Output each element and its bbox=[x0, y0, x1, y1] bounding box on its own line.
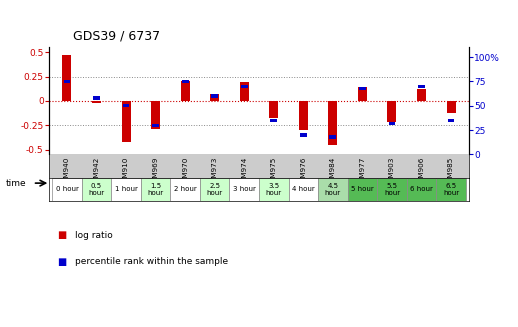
Text: GSM970: GSM970 bbox=[182, 156, 188, 187]
Bar bbox=[181, 81, 190, 101]
Bar bbox=[141, 178, 170, 201]
Bar bbox=[151, 101, 160, 129]
Text: log ratio: log ratio bbox=[75, 231, 113, 240]
Text: 3 hour: 3 hour bbox=[233, 186, 256, 192]
Text: 0 hour: 0 hour bbox=[55, 186, 78, 192]
Bar bbox=[299, 101, 308, 130]
Bar bbox=[63, 55, 71, 101]
Text: GSM940: GSM940 bbox=[64, 156, 70, 187]
Text: percentile rank within the sample: percentile rank within the sample bbox=[75, 257, 228, 266]
Bar bbox=[417, 89, 426, 101]
Text: GSM976: GSM976 bbox=[300, 156, 306, 187]
Bar bbox=[388, 122, 395, 125]
Bar bbox=[170, 178, 200, 201]
Bar bbox=[52, 178, 82, 201]
Bar bbox=[418, 85, 425, 88]
Bar bbox=[211, 95, 218, 98]
Text: 5 hour: 5 hour bbox=[351, 186, 374, 192]
Bar bbox=[329, 135, 336, 139]
Bar bbox=[269, 101, 278, 118]
Bar bbox=[241, 85, 248, 88]
Bar bbox=[92, 101, 101, 103]
Text: 3.5
hour: 3.5 hour bbox=[266, 183, 282, 196]
Bar bbox=[318, 178, 348, 201]
Text: 4 hour: 4 hour bbox=[292, 186, 315, 192]
Text: GSM977: GSM977 bbox=[359, 156, 365, 187]
Text: 1 hour: 1 hour bbox=[114, 186, 137, 192]
Bar bbox=[152, 124, 159, 127]
Bar bbox=[182, 80, 189, 83]
Text: ■: ■ bbox=[57, 231, 66, 240]
Text: 2 hour: 2 hour bbox=[174, 186, 196, 192]
Text: 6.5
hour: 6.5 hour bbox=[443, 183, 459, 196]
Bar bbox=[229, 178, 259, 201]
Text: GDS39 / 6737: GDS39 / 6737 bbox=[73, 29, 160, 42]
Bar bbox=[436, 178, 466, 201]
Text: time: time bbox=[6, 179, 27, 188]
Text: 6 hour: 6 hour bbox=[410, 186, 433, 192]
Text: GSM973: GSM973 bbox=[212, 156, 218, 187]
Bar bbox=[348, 178, 377, 201]
Text: 5.5
hour: 5.5 hour bbox=[384, 183, 400, 196]
Bar bbox=[447, 101, 455, 112]
Bar bbox=[300, 133, 307, 137]
Text: GSM903: GSM903 bbox=[389, 156, 395, 187]
Text: GSM910: GSM910 bbox=[123, 156, 129, 187]
Text: 4.5
hour: 4.5 hour bbox=[325, 183, 341, 196]
Bar bbox=[111, 178, 141, 201]
Text: 1.5
hour: 1.5 hour bbox=[148, 183, 164, 196]
Bar bbox=[448, 119, 454, 122]
Text: GSM984: GSM984 bbox=[330, 156, 336, 187]
Bar bbox=[328, 101, 337, 145]
Text: GSM985: GSM985 bbox=[448, 156, 454, 187]
Bar bbox=[289, 178, 318, 201]
Bar bbox=[270, 119, 277, 122]
Bar bbox=[122, 101, 131, 142]
Text: GSM906: GSM906 bbox=[419, 156, 425, 187]
Bar bbox=[123, 104, 130, 108]
Bar bbox=[93, 96, 100, 100]
Bar bbox=[387, 101, 396, 122]
Bar bbox=[240, 82, 249, 101]
Bar bbox=[200, 178, 229, 201]
Bar bbox=[259, 178, 289, 201]
Text: GSM975: GSM975 bbox=[271, 156, 277, 187]
Bar bbox=[82, 178, 111, 201]
Text: 2.5
hour: 2.5 hour bbox=[207, 183, 223, 196]
Bar bbox=[359, 87, 366, 90]
Bar bbox=[210, 94, 219, 101]
Bar bbox=[358, 87, 367, 101]
Text: GSM942: GSM942 bbox=[93, 156, 99, 187]
Text: GSM974: GSM974 bbox=[241, 156, 247, 187]
Text: GSM969: GSM969 bbox=[153, 156, 159, 187]
Bar bbox=[407, 178, 436, 201]
Text: ■: ■ bbox=[57, 257, 66, 267]
Bar bbox=[64, 80, 70, 83]
Bar bbox=[377, 178, 407, 201]
Text: 0.5
hour: 0.5 hour bbox=[89, 183, 105, 196]
